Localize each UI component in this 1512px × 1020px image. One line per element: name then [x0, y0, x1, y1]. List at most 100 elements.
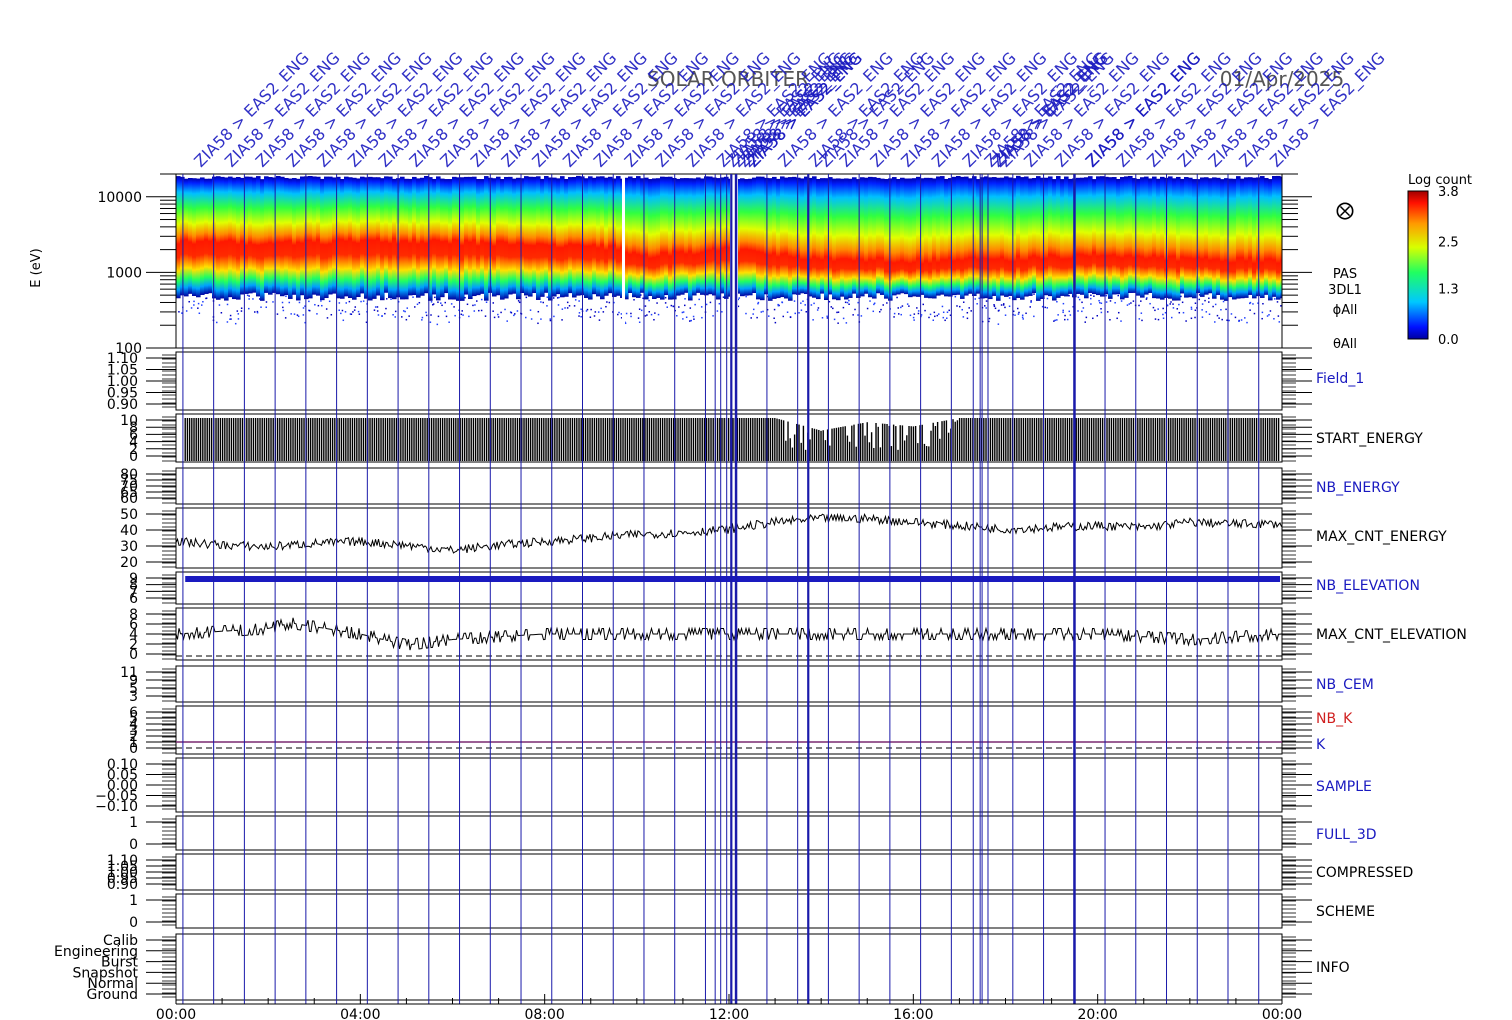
spectrogram-noise [546, 296, 549, 298]
spectrogram-noise [934, 315, 936, 318]
spectrogram-noise [942, 316, 945, 319]
spectrogram-noise [757, 302, 759, 305]
time-tick-label: 16:00 [893, 1007, 933, 1020]
spectrogram-noise [218, 304, 221, 306]
spectrogram-noise [321, 304, 323, 307]
spectrogram-noise [924, 309, 926, 312]
spectrogram-column [364, 177, 369, 299]
spectrogram-column [612, 178, 617, 297]
spectrogram-noise [352, 311, 354, 313]
spectrogram-noise [802, 300, 804, 302]
spectrogram-noise [700, 306, 703, 308]
spectrogram-noise [821, 317, 824, 319]
spectrogram-noise [968, 307, 970, 309]
spectrogram-column [352, 177, 357, 300]
spectrogram-noise [1249, 301, 1252, 304]
spectrogram-noise [296, 314, 299, 316]
spectrogram-noise [657, 313, 660, 316]
spectrogram-noise [1266, 315, 1269, 317]
spectrogram-column [1020, 177, 1025, 300]
spectrogram-noise [530, 318, 533, 320]
spectrogram-noise [360, 300, 362, 303]
spectrogram-noise [640, 309, 643, 312]
spectrogram-noise [1261, 311, 1264, 314]
spectrogram-column [616, 176, 621, 296]
spectrogram-noise [448, 321, 450, 323]
spectrogram-noise [705, 303, 708, 306]
spectrogram-noise [1014, 314, 1016, 316]
event-lines [182, 174, 1260, 1004]
spectrogram-column [1028, 178, 1033, 296]
spectrogram-noise [365, 321, 368, 324]
spectrogram-noise [540, 318, 542, 320]
time-tick-label: 20:00 [1077, 1007, 1117, 1020]
spectrogram-column [736, 179, 741, 294]
spectrogram-noise [722, 296, 725, 298]
spectrogram-column [988, 177, 993, 300]
spectrogram-column [676, 178, 681, 296]
spectrogram-noise [682, 318, 684, 320]
spectrogram-noise [190, 307, 193, 309]
spectrogram-noise [813, 302, 815, 305]
spectrogram-column [1156, 178, 1161, 299]
spectrogram-noise [317, 304, 320, 307]
spectrogram-column [276, 175, 281, 295]
spectrogram-column [496, 176, 501, 296]
spectrogram-column [756, 176, 761, 300]
panel-frame [175, 467, 1283, 505]
spectrogram-noise [593, 315, 596, 317]
spectrogram-column [1084, 177, 1089, 299]
spectrogram-column [760, 176, 765, 301]
spectrogram-column [836, 178, 841, 301]
spectrogram-noise [1046, 297, 1049, 300]
spectrogram-column [1080, 177, 1085, 295]
panel-label: NB_ELEVATION [1316, 578, 1420, 594]
spectrogram-noise [1100, 302, 1103, 305]
spectrogram-column [520, 178, 525, 294]
spectrogram-noise [1106, 311, 1109, 313]
spectrogram-column [452, 176, 457, 300]
spectrogram-column [1056, 176, 1061, 298]
panel-ytick-label: 0 [129, 647, 138, 663]
panel-frame [175, 665, 1283, 703]
spectrogram-noise [966, 317, 969, 320]
spectrogram-column [448, 179, 453, 300]
spectrogram-noise [1277, 315, 1280, 317]
spectrogram-column [604, 177, 609, 296]
spectrogram-noise [425, 314, 428, 317]
spectrogram-column [1112, 177, 1117, 295]
spectrogram-noise [549, 319, 552, 322]
spectrogram-noise [226, 303, 229, 306]
spectrogram-noise [1178, 303, 1180, 306]
panel-ytick-label: Engineering [54, 944, 138, 960]
spectrogram-column [932, 178, 937, 299]
spectrogram-noise [462, 314, 464, 316]
spectrogram-noise [460, 313, 463, 316]
spectrogram-noise [842, 306, 845, 309]
spectrogram-column [792, 176, 797, 295]
spectrogram-noise [600, 307, 602, 310]
spectrogram-column [176, 176, 181, 299]
time-tick-label: 00:00 [1262, 1007, 1302, 1020]
spectrogram-column [1004, 176, 1009, 297]
spectrogram-column [928, 177, 933, 299]
panel-ytick-label: 40 [120, 523, 138, 539]
spectrogram-noise [1033, 293, 1035, 295]
spectrogram-column [800, 178, 805, 294]
panel-label: MAX_CNT_ENERGY [1316, 529, 1447, 545]
spectrogram-column [288, 178, 293, 299]
spectrogram-column [652, 178, 657, 300]
spectrogram-noise [540, 301, 542, 303]
spectrogram-noise [252, 298, 254, 300]
spectrogram-noise [553, 315, 555, 318]
spectrogram-noise [1068, 294, 1070, 297]
spectrogram-column [1244, 177, 1249, 298]
spectrogram-noise [580, 308, 582, 311]
spectrogram-noise [837, 311, 840, 313]
spectrogram-noise [946, 317, 948, 319]
panel-ytick-label: 0.00 [107, 778, 138, 794]
spectrogram-noise [401, 316, 403, 318]
spectrogram-noise [800, 309, 803, 311]
colorbar-tick: 1.3 [1438, 282, 1459, 297]
